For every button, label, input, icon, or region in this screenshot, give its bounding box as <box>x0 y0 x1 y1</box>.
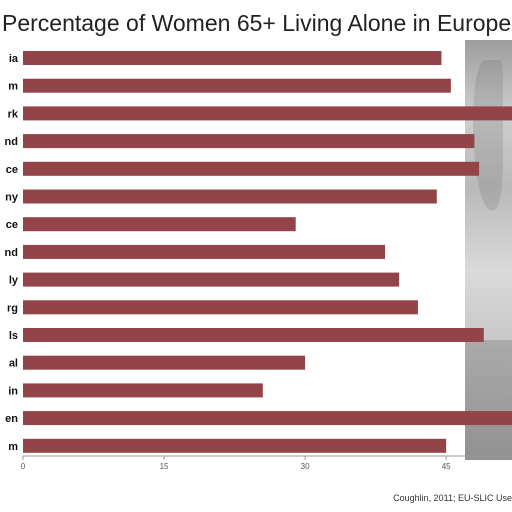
bar-11 <box>23 355 306 370</box>
bar-1 <box>23 78 451 93</box>
bar-group <box>23 51 512 453</box>
bar-4 <box>23 161 480 176</box>
bar-10 <box>23 328 484 342</box>
bar-0 <box>23 51 442 65</box>
chart-title: Percentage of Women 65+ Living Alone in … <box>2 10 512 36</box>
bar-9 <box>23 300 418 315</box>
category-label-9: rg <box>7 302 18 314</box>
bar-12 <box>23 383 263 398</box>
category-label-10: ls <box>9 330 18 342</box>
x-axis: 0 15 30 45 <box>21 455 512 471</box>
bar-2 <box>23 106 512 121</box>
category-label-0: ia <box>9 53 19 65</box>
x-tick-label-1: 15 <box>160 462 169 471</box>
category-label-4: ce <box>6 164 18 176</box>
bar-5 <box>23 189 437 204</box>
category-label-6: ce <box>6 219 18 231</box>
x-tick-label-3: 45 <box>442 462 451 471</box>
category-label-12: in <box>8 385 18 397</box>
category-label-3: nd <box>5 136 18 148</box>
category-label-7: nd <box>5 247 18 259</box>
category-label-2: rk <box>8 108 19 120</box>
photo-shade-bottom <box>465 340 512 460</box>
source-note: Coughlin, 2011; EU-SLIC Use <box>393 493 512 503</box>
bar-6 <box>23 217 296 232</box>
category-label-group: ia m rk nd ce ny ce nd ly rg ls al in en m <box>5 53 19 453</box>
photo-shade-top <box>473 60 503 210</box>
category-label-5: ny <box>5 192 19 204</box>
bar-14 <box>23 438 447 453</box>
bar-3 <box>23 134 475 149</box>
category-label-14: m <box>8 441 18 453</box>
category-label-13: en <box>5 413 18 425</box>
category-label-11: al <box>9 358 18 370</box>
bar-7 <box>23 244 386 259</box>
bar-13 <box>23 411 512 426</box>
category-label-1: m <box>8 81 18 93</box>
x-tick-label-2: 30 <box>301 462 310 471</box>
bar-8 <box>23 272 400 287</box>
x-tick-label-0: 0 <box>21 462 26 471</box>
category-label-8: ly <box>9 275 19 287</box>
